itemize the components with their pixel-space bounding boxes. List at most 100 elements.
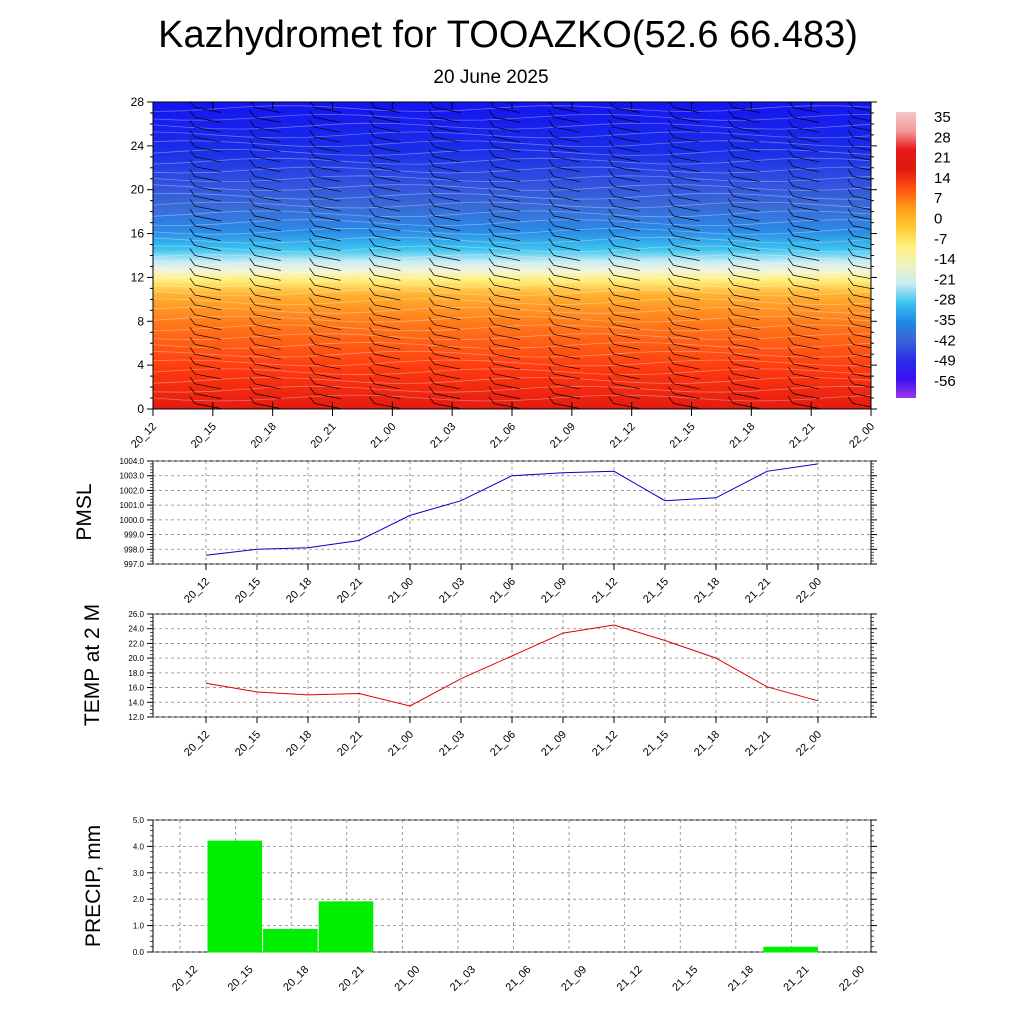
wind-barb <box>608 327 640 340</box>
wind-barb <box>488 198 521 212</box>
wind-barb <box>369 297 401 311</box>
wind-barb <box>369 337 401 350</box>
wind-barb <box>608 317 640 330</box>
wind-barb <box>668 307 700 321</box>
wind-barb <box>428 189 461 202</box>
wind-barb <box>309 376 341 390</box>
wind-barb <box>549 102 580 113</box>
wind-barb <box>249 297 281 311</box>
wind-barb <box>488 366 521 380</box>
wind-barb <box>189 248 221 261</box>
x-tick-label: 20_18 <box>284 576 314 606</box>
y-tick-label: 0 <box>137 402 144 416</box>
pmsl-x-axis: 20_12 20_15 20_18 20_21 21_00 21_03 21_06 21_09… <box>182 564 824 606</box>
wind-barb <box>847 198 871 210</box>
x-tick-label: 21_03 <box>437 576 467 606</box>
colorbar-label: -21 <box>934 271 956 288</box>
wind-barb <box>309 208 341 222</box>
wind-barb <box>488 317 521 330</box>
contour-line <box>153 298 871 305</box>
wind-barb <box>847 139 871 151</box>
x-tick-label: 21_15 <box>641 576 671 606</box>
wind-barb <box>787 346 820 360</box>
wind-barb <box>787 376 820 390</box>
wind-barb <box>369 287 401 301</box>
wind-barb <box>787 169 820 182</box>
wind-barb <box>488 208 521 222</box>
wind-barb <box>668 218 700 232</box>
wind-barb <box>728 218 760 232</box>
wind-barb <box>189 120 221 133</box>
contour-line <box>153 263 871 270</box>
wind-barb <box>787 159 820 173</box>
wind-barb <box>668 248 700 261</box>
y-tick-label: 24.0 <box>128 625 144 634</box>
wind-barb <box>189 159 221 173</box>
wind-barb <box>668 228 700 242</box>
wind-barb <box>488 386 521 399</box>
wind-barb <box>369 366 401 380</box>
x-tick-label: 20_21 <box>335 576 365 606</box>
wind-barb <box>309 139 341 153</box>
x-tick-label: 20_18 <box>284 729 314 759</box>
wind-barb <box>309 337 341 350</box>
wind-barb <box>189 376 221 390</box>
wind-barb <box>548 287 580 301</box>
wind-barb <box>488 337 521 350</box>
wind-barb <box>189 169 221 182</box>
wind-barb <box>369 258 401 271</box>
y-tick-label: 1.0 <box>133 922 145 931</box>
wind-barb <box>548 396 580 409</box>
x-tick-label: 21_06 <box>504 964 534 994</box>
wind-barb <box>309 317 341 330</box>
wind-barb <box>847 238 871 250</box>
wind-barb <box>309 287 341 301</box>
contour-line <box>153 131 871 139</box>
pmsl-plot-area <box>152 460 872 565</box>
wind-barb <box>369 218 401 232</box>
wind-barb <box>249 268 281 281</box>
wind-barb <box>428 287 461 301</box>
wind-barb <box>369 248 401 261</box>
y-tick-label: 4.0 <box>133 842 145 851</box>
wind-barb <box>787 139 820 153</box>
wind-barb <box>787 277 820 291</box>
wind-barb <box>309 386 341 399</box>
wind-barb <box>668 277 700 291</box>
wind-barb <box>847 277 871 289</box>
wind-barb <box>249 228 281 242</box>
wind-barb <box>728 376 760 390</box>
wind-barb <box>608 139 640 153</box>
colorbar-label: 28 <box>934 129 951 146</box>
wind-barb <box>728 307 760 321</box>
wind-barb <box>189 307 221 321</box>
colorbar-label: -14 <box>934 251 956 268</box>
wind-barb <box>847 376 871 388</box>
wind-barb <box>787 307 820 321</box>
wind-barb <box>189 356 221 370</box>
wind-barb <box>728 179 760 192</box>
x-tick-label: 21_00 <box>392 964 422 994</box>
wind-barb <box>787 297 820 311</box>
wind-barb <box>309 396 341 409</box>
wind-barb <box>668 179 700 192</box>
wind-barbs <box>189 102 871 409</box>
wind-barb <box>309 327 341 340</box>
wind-barb <box>489 102 521 113</box>
wind-barb <box>189 337 221 350</box>
x-tick-label: 21_21 <box>743 729 773 759</box>
wind-barb <box>847 129 871 141</box>
wind-barb <box>309 277 341 291</box>
wind-barb <box>249 238 281 251</box>
x-tick-label: 21_12 <box>590 729 620 759</box>
wind-barb <box>728 120 760 133</box>
wind-barb <box>548 208 580 222</box>
precip-chart: 0.01.02.03.04.05.0 20_12 20_15 20_18 20_21 2… <box>82 816 877 994</box>
x-tick-label: 20_12 <box>170 964 200 994</box>
wind-barb <box>728 208 760 222</box>
x-tick-label: 21_12 <box>615 964 645 994</box>
x-tick-label: 21_06 <box>488 576 518 606</box>
x-tick-label: 20_21 <box>309 421 339 451</box>
wind-barb <box>548 297 580 311</box>
wind-barb <box>249 149 281 163</box>
